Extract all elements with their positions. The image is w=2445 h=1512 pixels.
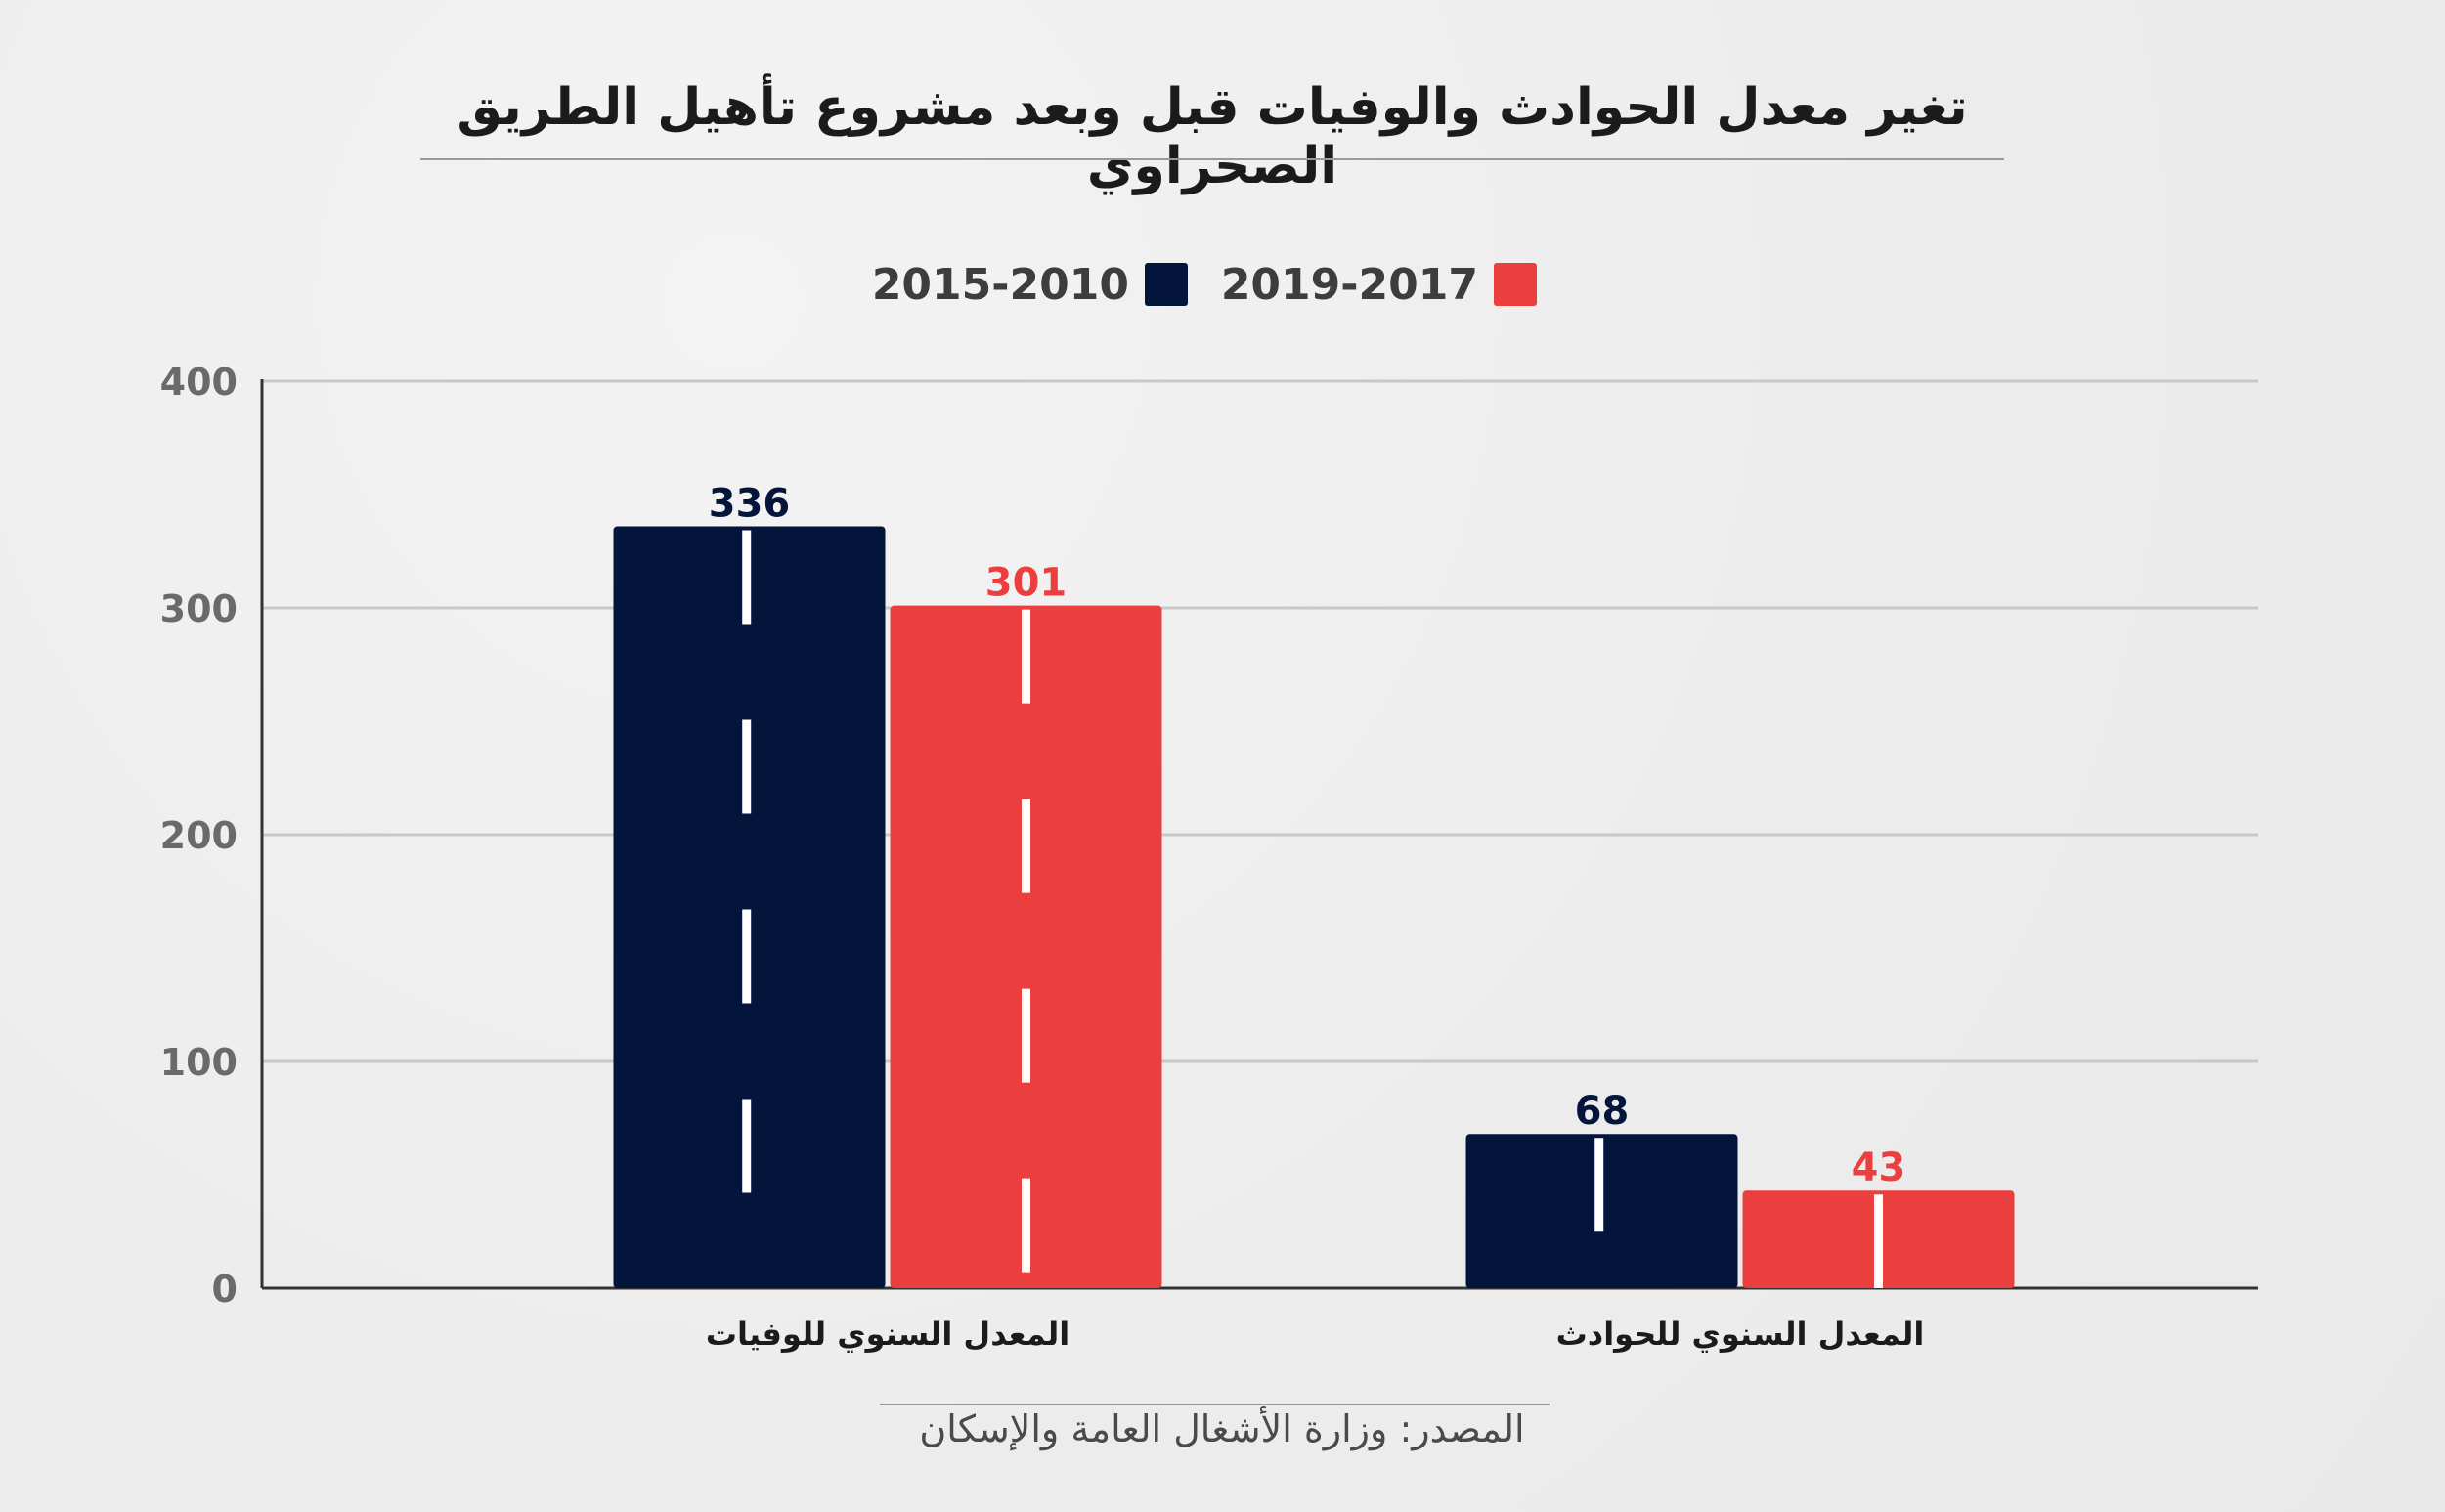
x-category-label: المعدل السنوي للوفيات	[706, 1316, 1070, 1353]
chart-legend: 2015-2010 2019-2017	[0, 256, 2445, 315]
data-label: 301	[985, 561, 1068, 606]
source-note: المصدر: وزارة الأشغال العامة والإسكان	[919, 1407, 1525, 1450]
legend-label-series-2: 2019-2017	[1220, 260, 1478, 310]
chart-title: تغير معدل الحوادث والوفيات قبل وبعد مشرو…	[457, 78, 1968, 195]
data-label: 68	[1575, 1089, 1630, 1134]
y-tick-label: 300	[160, 587, 238, 630]
data-label: 336	[709, 481, 791, 526]
bar	[890, 605, 1162, 1288]
legend-label-series-1: 2015-2010	[871, 260, 1129, 310]
legend-swatch-series-1	[1145, 263, 1188, 306]
x-category-label: المعدل السنوي للحوادث	[1556, 1316, 1925, 1353]
y-tick-label: 400	[160, 361, 238, 404]
y-tick-label: 200	[160, 814, 238, 857]
legend-swatch-series-2	[1494, 263, 1537, 306]
legend-item-series-1: 2015-2010	[872, 256, 1188, 315]
y-tick-label: 100	[160, 1041, 238, 1084]
legend-item-series-2: 2019-2017	[1221, 256, 1537, 315]
bar	[613, 526, 886, 1288]
source-divider	[880, 1404, 1550, 1405]
data-label: 43	[1852, 1145, 1906, 1190]
y-tick-label: 0	[212, 1268, 238, 1311]
title-divider	[420, 158, 2004, 160]
